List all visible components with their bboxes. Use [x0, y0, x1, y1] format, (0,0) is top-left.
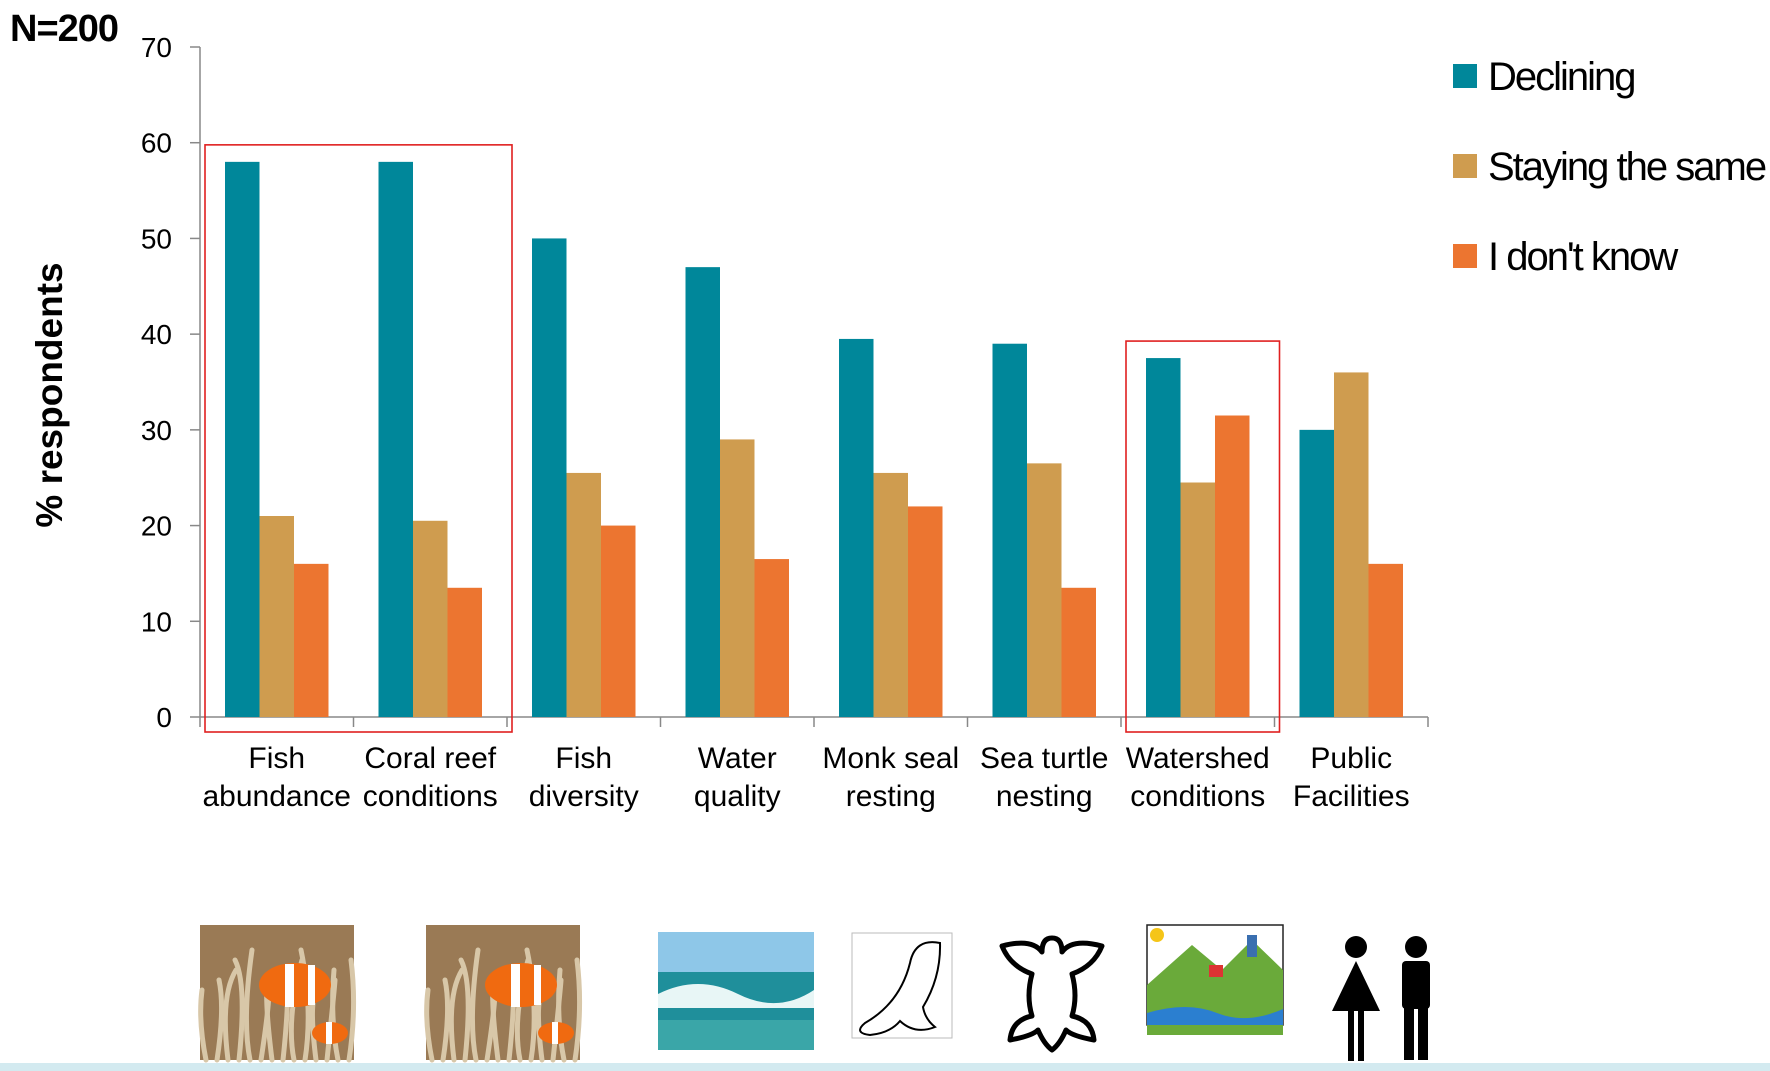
bar	[685, 267, 720, 717]
bar	[839, 338, 874, 717]
ocean-wave-photo	[658, 932, 814, 1050]
bar	[259, 516, 294, 717]
bar	[1334, 372, 1369, 717]
watershed-illustration	[1146, 924, 1284, 1035]
bar	[1180, 482, 1215, 717]
x-category-label: nesting	[996, 780, 1093, 813]
bar	[413, 520, 448, 717]
sea-turtle-icon	[999, 935, 1105, 1053]
x-category-label: Watershed	[1126, 742, 1270, 775]
bar	[720, 439, 755, 717]
x-category-label: Public	[1310, 742, 1392, 775]
bar	[601, 525, 636, 717]
x-category-label: Fish	[248, 742, 305, 775]
legend-swatch	[1453, 64, 1477, 88]
bar	[908, 506, 943, 717]
clownfish-photo	[424, 925, 583, 1063]
legend-swatch	[1453, 154, 1477, 178]
bar	[1299, 429, 1334, 717]
y-tick-label: 50	[141, 223, 172, 254]
x-category-label: Fish	[555, 742, 612, 775]
x-category-label: Water	[698, 742, 777, 775]
x-category-label: resting	[846, 780, 936, 813]
y-tick-label: 0	[156, 702, 172, 733]
y-tick-label: 10	[141, 606, 172, 637]
y-tick-label: 40	[141, 319, 172, 350]
bar	[1215, 415, 1250, 717]
bar	[566, 472, 601, 717]
restroom-people-icon	[1332, 936, 1430, 1061]
bar	[1368, 563, 1403, 717]
bar	[1027, 463, 1062, 717]
clownfish-photo	[198, 925, 357, 1063]
y-tick-label: 70	[141, 32, 172, 63]
x-category-label: Facilities	[1293, 780, 1410, 813]
bar	[873, 472, 908, 717]
legend-label: Declining	[1488, 55, 1635, 99]
bar	[992, 343, 1027, 717]
x-category-label: Sea turtle	[980, 742, 1108, 775]
bar	[447, 587, 482, 717]
bar	[378, 161, 413, 717]
legend-swatch	[1453, 244, 1477, 268]
x-category-label: Monk seal	[822, 742, 959, 775]
x-category-label: quality	[694, 780, 781, 813]
bar	[294, 563, 329, 717]
legend-label: Staying the same	[1488, 145, 1766, 189]
legend-label: I don't know	[1488, 235, 1678, 279]
bar	[225, 161, 260, 717]
x-category-label: conditions	[363, 780, 498, 813]
y-axis-title: % respondents	[29, 262, 70, 527]
bar	[1061, 587, 1096, 717]
bar	[532, 238, 567, 717]
x-category-label: conditions	[1130, 780, 1265, 813]
bar	[1146, 358, 1181, 717]
x-category-label: diversity	[529, 780, 639, 813]
bottom-decorative-strip	[0, 1063, 1770, 1071]
y-tick-label: 30	[141, 415, 172, 446]
monk-seal-icon	[851, 932, 953, 1039]
highlight-box	[1125, 340, 1281, 733]
x-category-label: Coral reef	[364, 742, 496, 775]
y-tick-label: 20	[141, 511, 172, 542]
bar	[754, 559, 789, 717]
highlight-box	[204, 144, 513, 733]
x-category-label: abundance	[203, 780, 351, 813]
y-tick-label: 60	[141, 128, 172, 159]
sample-size-label: N=200	[10, 8, 119, 50]
